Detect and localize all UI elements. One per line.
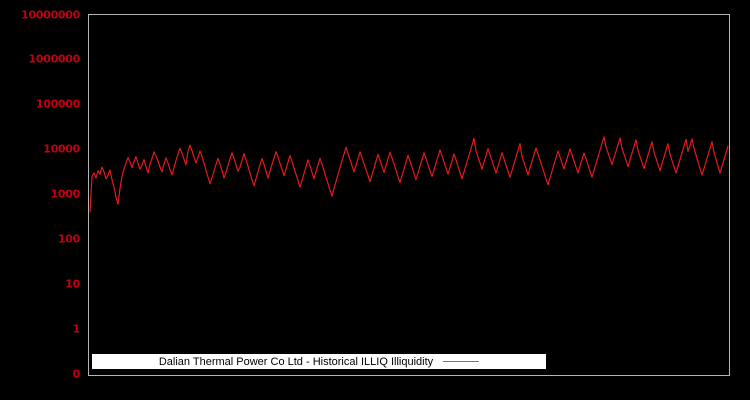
- series-line-sample-icon: [443, 361, 480, 362]
- illiq-series-line: [89, 136, 729, 213]
- series-polyline: [89, 136, 729, 213]
- y-tick-label: 1000: [50, 187, 81, 201]
- y-tick-label: 0: [72, 367, 81, 381]
- y-tick-label: 10: [65, 277, 80, 291]
- y-tick-label: 1000000: [28, 52, 81, 66]
- plot-area: [88, 14, 730, 376]
- legend-label: Dalian Thermal Power Co Ltd - Historical…: [158, 355, 434, 368]
- y-tick-label: 10000: [43, 142, 80, 156]
- y-tick-label: 1: [72, 322, 81, 336]
- y-tick-label: 10000000: [21, 8, 80, 22]
- y-tick-label: 100: [57, 232, 80, 246]
- series-clip: [89, 15, 729, 375]
- y-tick-label: 100000: [35, 97, 80, 111]
- legend: Dalian Thermal Power Co Ltd - Historical…: [92, 354, 546, 369]
- y-axis: 10000000 1000000 100000 10000 1000 100 1…: [0, 0, 88, 400]
